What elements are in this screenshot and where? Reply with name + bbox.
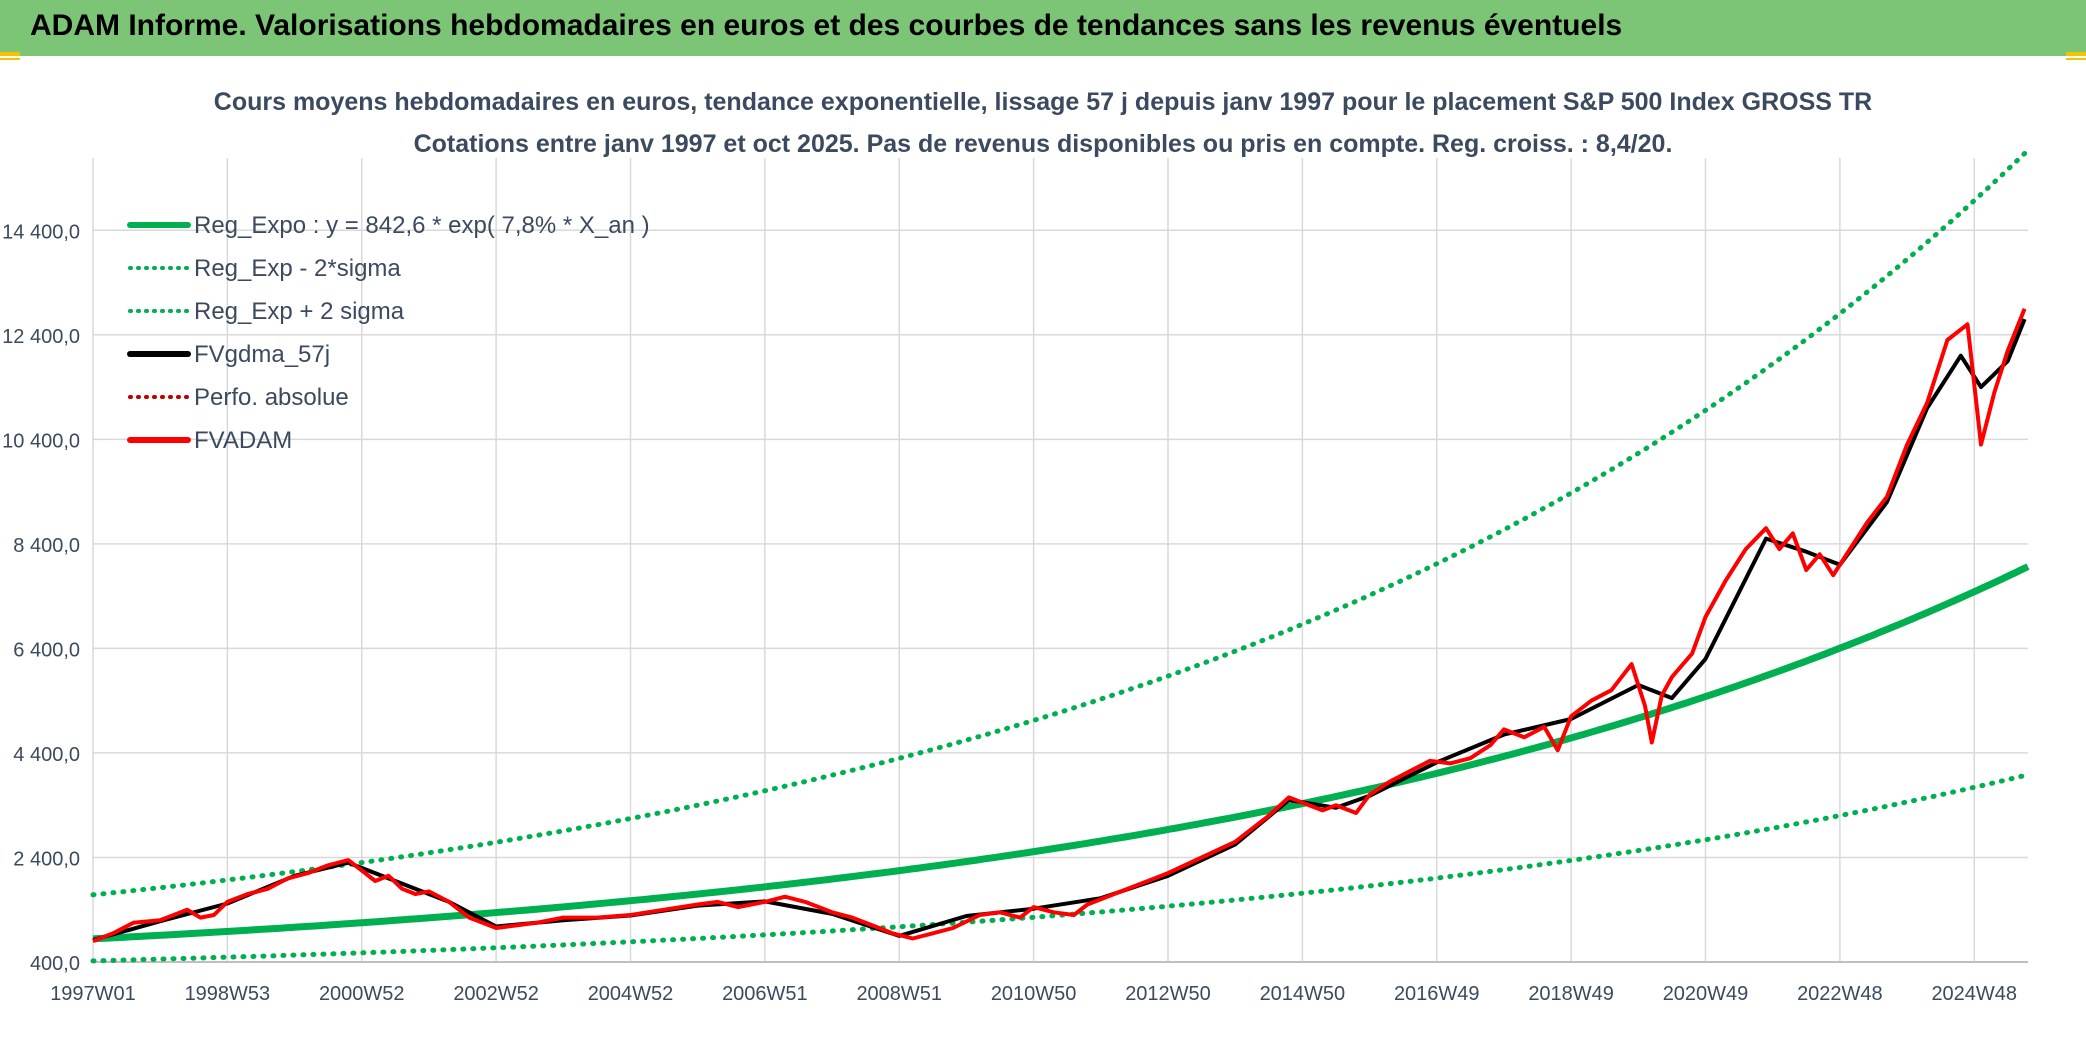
x-tick-label: 2004W52 bbox=[588, 983, 674, 1005]
legend-label: Perfo. absolue bbox=[194, 384, 349, 411]
legend-label: FVgdma_57j bbox=[194, 341, 330, 368]
fvadam-line bbox=[92, 307, 2027, 943]
x-tick-label: 2006W51 bbox=[722, 983, 808, 1005]
x-tick-label: 2022W48 bbox=[1797, 983, 1883, 1005]
legend-label: Reg_Exp - 2*sigma bbox=[194, 255, 401, 282]
y-tick-label: 8 400,0 bbox=[13, 535, 80, 557]
report-header: ADAM Informe. Valorisations hebdomadaire… bbox=[0, 0, 2086, 56]
y-tick-label: 4 400,0 bbox=[13, 744, 80, 766]
y-tick-label: 10 400,0 bbox=[2, 430, 80, 452]
reg-minus-2sigma-line bbox=[90, 772, 2031, 964]
reg-plus-2sigma-line bbox=[90, 147, 2031, 898]
x-tick-label: 2014W50 bbox=[1260, 983, 1346, 1005]
y-tick-label: 14 400,0 bbox=[2, 221, 80, 243]
x-tick-label: 2010W50 bbox=[991, 983, 1077, 1005]
x-tick-label: 2024W48 bbox=[1931, 983, 2017, 1005]
x-tick-label: 2008W51 bbox=[856, 983, 942, 1005]
plot-area bbox=[90, 147, 2031, 964]
x-tick-label: 1998W53 bbox=[185, 983, 271, 1005]
y-axis: 400,0 2 400,0 4 400,0 6 400,0 8 400,0 10 400,… bbox=[2, 221, 80, 975]
x-tick-label: 2018W49 bbox=[1528, 983, 1614, 1005]
legend-label: Reg_Expo : y = 842,6 * exp( 7,8% * X_an … bbox=[194, 212, 650, 239]
x-tick-label: 2000W52 bbox=[319, 983, 405, 1005]
legend-label: Reg_Exp + 2 sigma bbox=[194, 298, 405, 325]
chart-subtitle: Cotations entre janv 1997 et oct 2025. P… bbox=[414, 130, 1673, 158]
legend-label: FVADAM bbox=[194, 427, 292, 454]
legend: Reg_Expo : y = 842,6 * exp( 7,8% * X_an … bbox=[127, 212, 650, 454]
x-axis: 1997W01 1998W53 2000W52 2002W52 2004W52 2006W… bbox=[50, 983, 2017, 1005]
y-tick-label: 400,0 bbox=[30, 953, 80, 975]
y-tick-label: 2 400,0 bbox=[13, 848, 80, 870]
report-title: ADAM Informe. Valorisations hebdomadaire… bbox=[30, 9, 1623, 42]
x-tick-label: 2002W52 bbox=[453, 983, 539, 1005]
chart-frame: Cours moyens hebdomadaires en euros, ten… bbox=[0, 56, 2086, 1039]
chart-title: Cours moyens hebdomadaires en euros, ten… bbox=[214, 88, 1872, 116]
chart: Cours moyens hebdomadaires en euros, ten… bbox=[2, 88, 2031, 1005]
x-tick-label: 2012W50 bbox=[1125, 983, 1211, 1005]
x-tick-label: 2020W49 bbox=[1663, 983, 1749, 1005]
y-tick-label: 6 400,0 bbox=[13, 639, 80, 661]
y-tick-label: 12 400,0 bbox=[2, 326, 80, 348]
x-tick-label: 2016W49 bbox=[1394, 983, 1480, 1005]
reg-expo-line bbox=[92, 563, 2030, 943]
x-tick-label: 1997W01 bbox=[50, 983, 136, 1005]
